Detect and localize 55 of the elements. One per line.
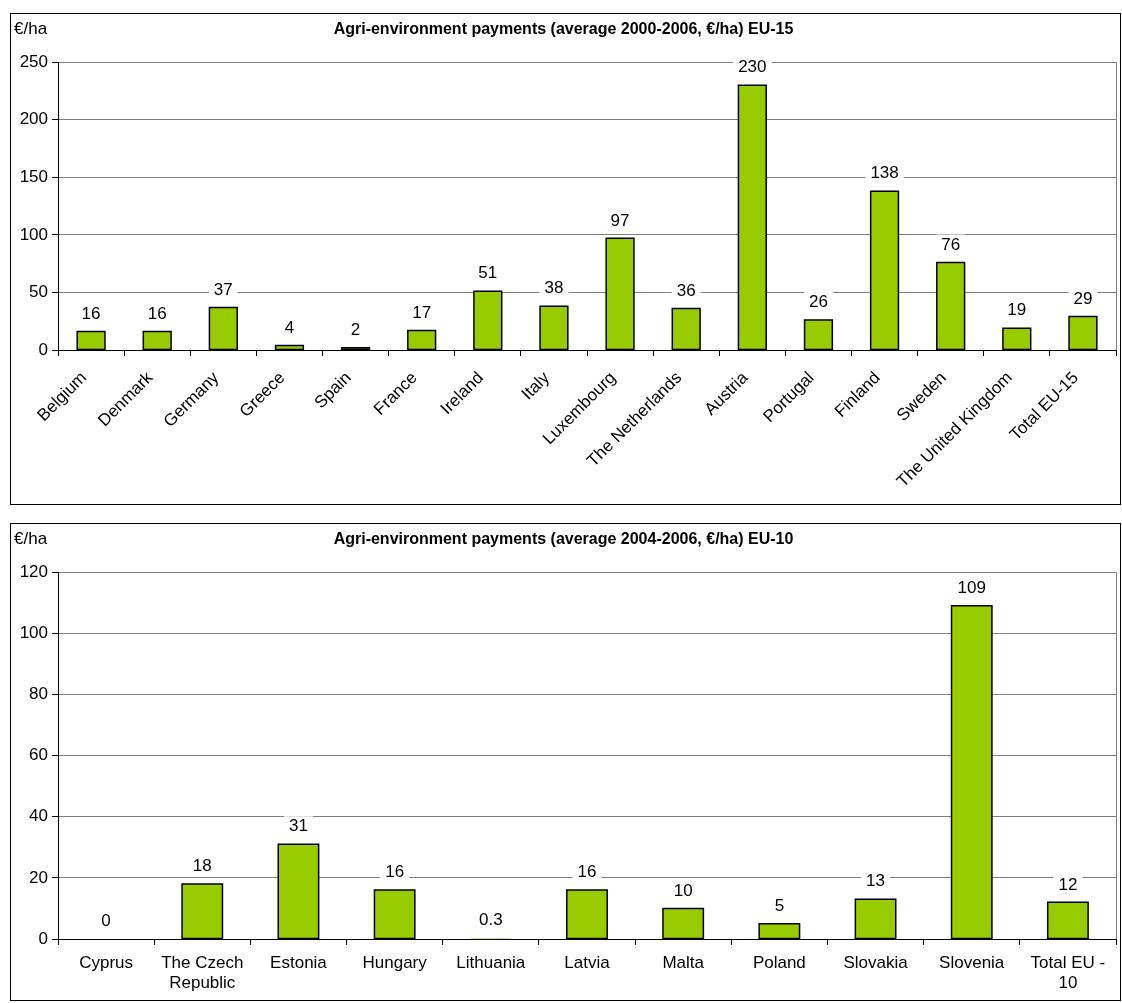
data-label: 5 <box>774 895 785 915</box>
chart-title: Agri-environment payments (average 2004-2006, €/ha) EU-10 <box>333 530 794 548</box>
x-tick-label: Estonia <box>270 952 328 972</box>
y-tick-label: 80 <box>29 684 48 704</box>
y-tick-label: 50 <box>29 282 48 302</box>
y-axis-title: €/ha <box>14 529 48 549</box>
y-tick-label: 0 <box>38 928 48 948</box>
y-tick-label: 200 <box>19 109 48 129</box>
data-label: 16 <box>385 862 405 882</box>
y-tick-label: 100 <box>19 224 48 244</box>
data-label: 38 <box>544 278 564 298</box>
data-label: 26 <box>808 292 828 312</box>
y-tick-label: 40 <box>29 806 48 826</box>
x-tick-label: Cyprus <box>79 952 134 972</box>
y-tick-label: 0 <box>38 339 48 359</box>
data-label: 16 <box>147 303 167 323</box>
y-tick-label: 100 <box>19 623 48 643</box>
data-label: 0.3 <box>479 910 503 930</box>
x-tick-label: Malta <box>662 952 705 972</box>
x-tick-label: Slovakia <box>843 952 909 972</box>
data-label: 10 <box>673 880 693 900</box>
data-label: 36 <box>676 280 696 300</box>
data-label: 4 <box>284 317 295 337</box>
x-tick-label: Hungary <box>362 952 428 972</box>
data-label: 0 <box>101 911 111 931</box>
data-label: 76 <box>941 234 961 254</box>
data-label: 37 <box>213 279 233 299</box>
y-tick-label: 20 <box>29 867 48 887</box>
data-label: 18 <box>192 856 212 876</box>
chart-title: Agri-environment payments (average 2000-2006, €/ha) EU-15 <box>333 20 794 38</box>
data-label: 16 <box>577 862 597 882</box>
data-label: 109 <box>957 578 986 598</box>
y-tick-label: 60 <box>29 745 48 765</box>
data-label: 13 <box>866 871 886 891</box>
x-tick-label: Lithuania <box>456 952 526 972</box>
x-tick-label: Latvia <box>564 952 611 972</box>
data-label: 230 <box>738 57 767 77</box>
x-tick-label: Poland <box>752 952 806 972</box>
y-tick-label: 250 <box>19 51 48 71</box>
data-label: 2 <box>350 319 361 339</box>
data-label: 31 <box>288 816 308 836</box>
data-label: 29 <box>1073 288 1093 308</box>
x-tick-label: Slovenia <box>939 952 1005 972</box>
x-tick-label: The Czech Republic <box>161 952 244 993</box>
y-tick-label: 120 <box>19 561 48 581</box>
y-axis-title: €/ha <box>14 19 48 39</box>
data-label: 16 <box>81 303 101 323</box>
data-label: 97 <box>610 210 630 230</box>
data-label: 17 <box>412 302 432 322</box>
data-label: 19 <box>1007 300 1027 320</box>
data-label: 138 <box>870 163 899 183</box>
data-label: 12 <box>1058 874 1078 894</box>
data-label: 51 <box>478 263 498 283</box>
x-tick-label: Total EU - 10 <box>1030 952 1106 993</box>
y-tick-label: 150 <box>19 167 48 187</box>
